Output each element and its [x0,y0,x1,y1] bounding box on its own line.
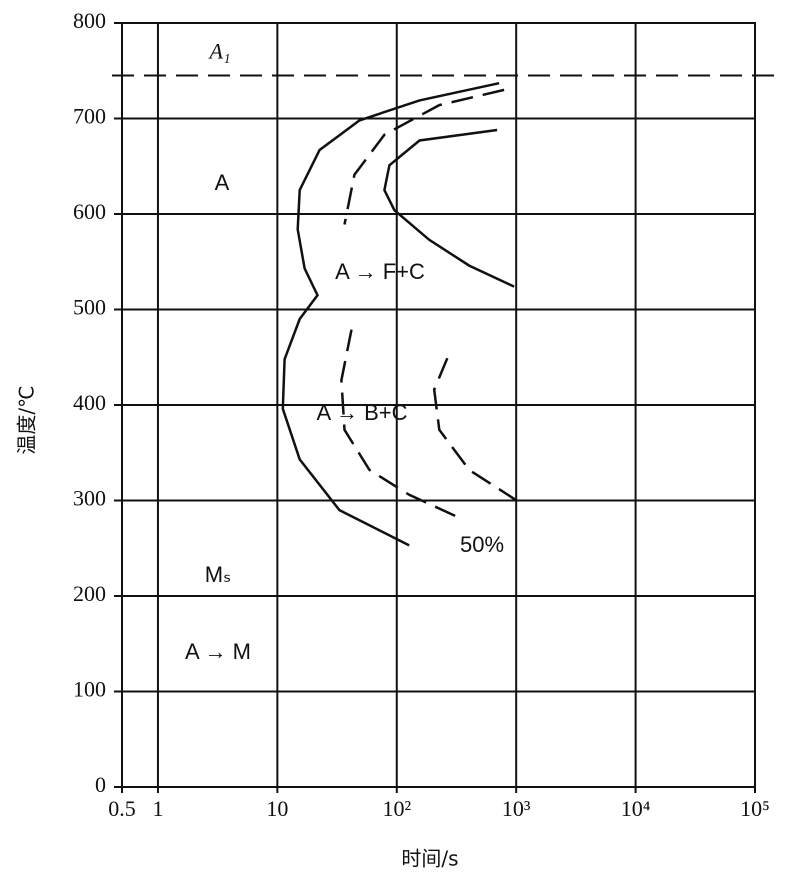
curve [281,81,500,547]
x-axis-label: 时间/s [401,847,458,871]
curve [343,88,505,225]
curve [432,357,525,507]
annotation: A → B+C [316,400,407,425]
y-tick-label: 200 [73,581,106,606]
reference-label: A₁ [207,39,230,64]
annotation: 50% [460,532,504,557]
y-tick-label: 700 [73,104,106,129]
x-tick-label: 10² [382,796,411,821]
annotation: A → F+C [335,259,425,284]
annotation: A → M [185,639,251,664]
y-tick-label: 300 [73,486,106,511]
y-tick-label: 500 [73,295,106,320]
y-tick-label: 600 [73,199,106,224]
annotation: A [215,170,230,195]
y-tick-label: 400 [73,390,106,415]
x-tick-label: 0.5 [108,796,136,821]
y-tick-label: 0 [95,772,106,797]
x-tick-label: 10⁵ [740,796,770,821]
x-tick-label: 1 [152,796,163,821]
curve [340,329,460,519]
x-tick-label: 10⁴ [621,796,651,821]
curve [383,128,515,288]
annotation: Mₛ [205,562,232,587]
x-tick-label: 10³ [502,796,531,821]
y-tick-label: 800 [73,8,106,33]
y-axis-label: 温度/℃ [15,385,39,454]
y-tick-label: 100 [73,677,106,702]
x-tick-label: 10 [266,796,288,821]
